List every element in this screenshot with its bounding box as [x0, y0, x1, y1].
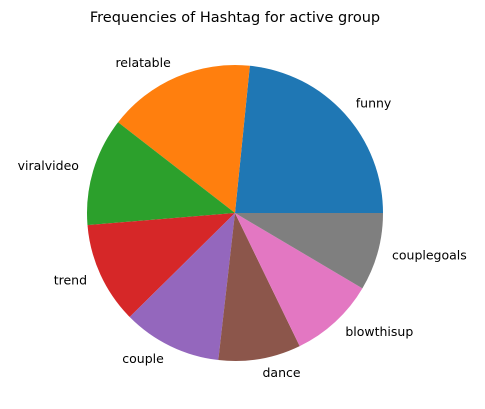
pie-slice-dance: [218, 213, 300, 361]
pie-label-trend: trend: [54, 272, 87, 287]
pie-slice-relatable: [118, 65, 250, 213]
pie-slice-blowthisup: [235, 213, 363, 347]
pie-label-couple: couple: [122, 351, 164, 366]
pie-label-viralvideo: viralvideo: [18, 158, 79, 173]
pie-label-relatable: relatable: [115, 55, 171, 70]
pie-label-couplegoals: couplegoals: [392, 247, 467, 262]
pie-slice-trend: [87, 213, 236, 317]
pie-label-funny: funny: [356, 95, 392, 110]
pie-slice-couple: [129, 213, 235, 361]
pie-slices: [86, 65, 383, 361]
pie-label-blowthisup: blowthisup: [345, 324, 413, 339]
pie-label-dance: dance: [262, 365, 300, 380]
chart-title: Frequencies of Hashtag for active group: [90, 10, 380, 26]
pie-slice-couplegoals: [235, 213, 383, 289]
pie-slice-viralvideo: [86, 122, 235, 226]
pie-slice-funny: [235, 65, 383, 213]
pie-slice-labels: funny relatable viralvideo trend couple dance…: [18, 55, 467, 380]
